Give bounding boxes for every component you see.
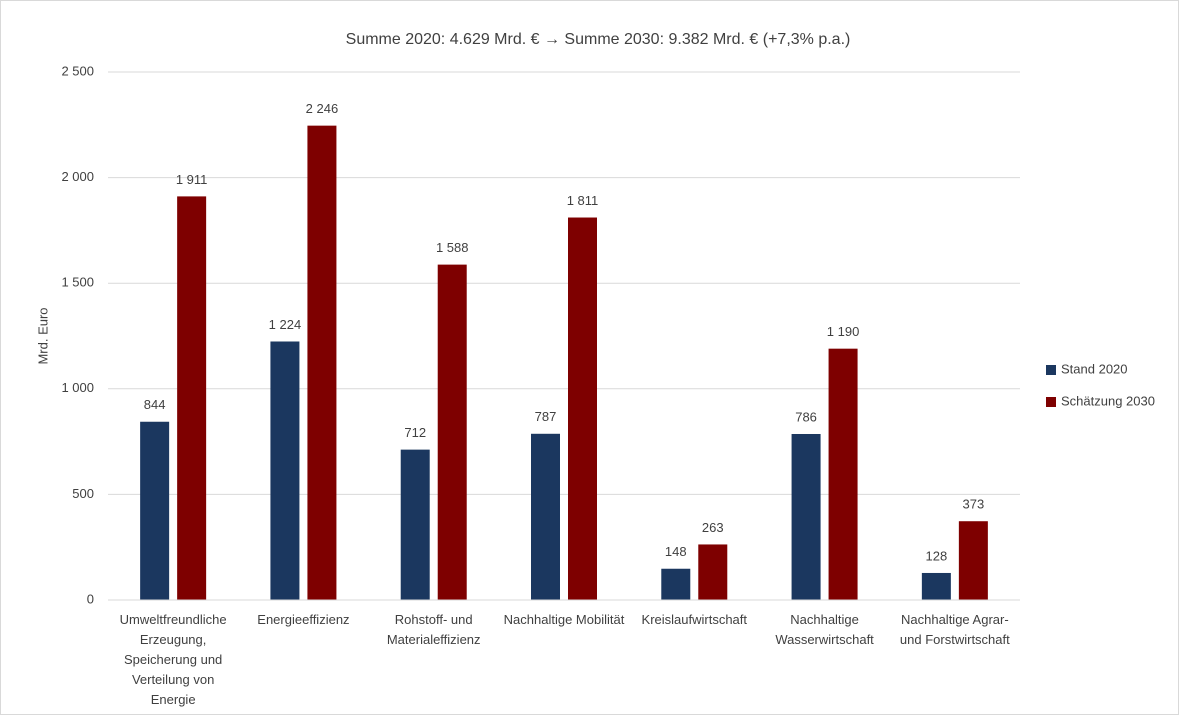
x-tick-label-box: Nachhaltige Mobilität [503,612,625,627]
x-tick-label-box: Umweltfreundliche Erzeugung, Speicherung… [119,612,227,707]
data-label: 1 190 [827,324,860,339]
legend-swatch [1046,365,1056,375]
data-label: 373 [963,497,985,512]
bar [307,125,337,600]
data-label: 1 811 [567,193,599,208]
bar [177,196,207,601]
x-tick-label-box: Nachhaltige Agrar- und Forstwirtschaft [899,612,1010,647]
bar [531,433,560,600]
y-tick-label: 0 [87,591,94,606]
bar [661,568,691,600]
x-tick-label: Nachhaltige Wasserwirtschaft [775,612,874,647]
y-tick-label: 2 000 [61,169,94,184]
data-label: 148 [665,544,687,559]
bar [568,217,597,601]
x-tick-label: Umweltfreundliche Erzeugung, Speicherung… [119,612,227,707]
bar [140,421,170,600]
data-label: 263 [702,520,724,535]
legend-label: Stand 2020 [1061,361,1128,376]
x-tick-label: Rohstoff- und Materialeffizienz [386,612,481,647]
data-label: 1 224 [269,317,302,332]
x-tick-label: Nachhaltige Agrar- und Forstwirtschaft [899,612,1010,647]
data-label: 844 [144,397,166,412]
chart-title: Summe 2020: 4.629 Mrd. € → Summe 2030: 9… [346,31,851,48]
data-label: 2 246 [306,101,339,116]
bar [400,449,430,600]
legend-label: Schätzung 2030 [1061,393,1155,408]
data-label: 128 [926,548,948,563]
y-tick-label: 2 500 [61,63,94,78]
x-tick-label-box: Energieeffizienz [257,612,350,627]
data-label: 1 588 [436,240,469,255]
data-label: 1 911 [176,172,208,187]
bar [828,348,858,600]
x-tick-label: Nachhaltige Mobilität [503,612,625,627]
x-tick-label-box: Rohstoff- und Materialeffizienz [386,612,481,647]
bar [791,433,821,600]
y-tick-label: 1 500 [61,275,94,290]
x-tick-label-box: Nachhaltige Wasserwirtschaft [775,612,874,647]
x-tick-label: Kreislaufwirtschaft [641,612,748,627]
bar [698,544,728,600]
x-tick-label-box: Kreislaufwirtschaft [641,612,748,627]
data-label: 787 [535,409,557,424]
bar [921,572,951,600]
bar [437,264,467,600]
x-tick-label: Energieeffizienz [257,612,350,627]
bar [270,341,300,600]
y-tick-label: 500 [72,486,94,501]
bar [958,521,988,600]
data-label: 712 [404,425,426,440]
y-axis-label: Mrd. Euro [35,307,50,364]
data-label: 786 [795,409,817,424]
y-tick-label: 1 000 [61,380,94,395]
legend-swatch [1046,397,1056,407]
